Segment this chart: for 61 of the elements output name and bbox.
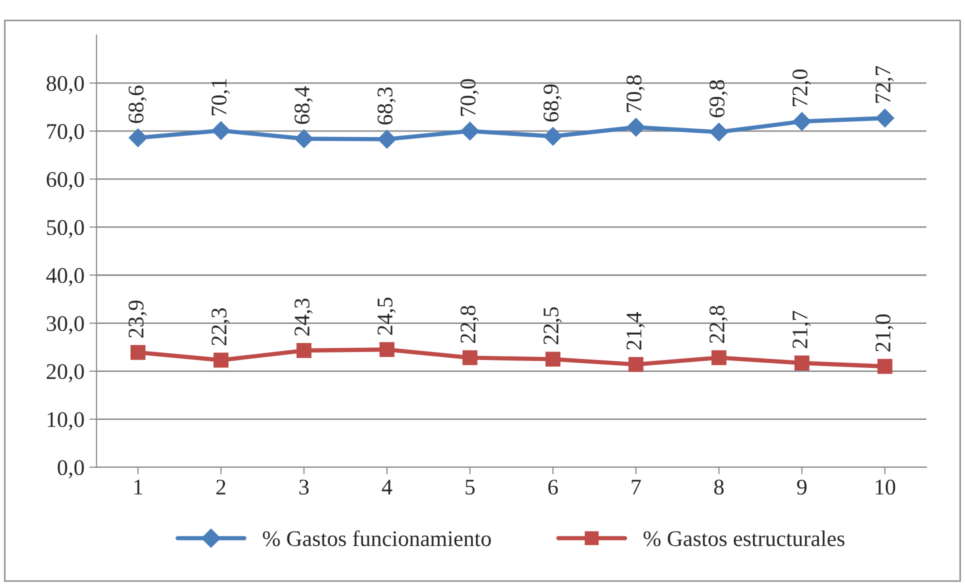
point (711, 350, 726, 366)
data-label: 68,6 (128, 86, 147, 123)
data-label: 70,1 (212, 79, 230, 116)
data-label: 68,4 (294, 86, 313, 124)
point (214, 352, 228, 368)
data-label: 68,3 (378, 87, 396, 124)
x-tick-label: 2 (216, 480, 226, 494)
data-label: 72,0 (792, 70, 811, 106)
point (876, 108, 894, 128)
data-label: 22,5 (544, 307, 562, 344)
x-tick-label: 1 (134, 480, 142, 494)
x-tick-label: 3 (299, 480, 309, 495)
point (710, 122, 728, 142)
data-label: 21,4 (626, 312, 645, 350)
y-tick-label: 80,0 (46, 76, 84, 94)
x-tick-label: 8 (714, 480, 724, 495)
x-tick-label: 4 (382, 480, 392, 494)
point (296, 343, 312, 358)
point (380, 342, 394, 358)
data-label: 22,3 (212, 308, 230, 346)
point (460, 122, 480, 140)
point (544, 127, 562, 146)
data-label: 21,7 (792, 310, 811, 348)
x-tick-label: 6 (548, 480, 558, 495)
data-label: 23,9 (128, 300, 147, 338)
data-label: 68,9 (544, 84, 562, 122)
y-tick-label: 10,0 (48, 412, 84, 430)
point (626, 118, 646, 137)
legend-label: % Gastos estructurales (644, 530, 844, 546)
y-tick-label: 30,0 (46, 316, 84, 334)
y-tick-label: 50,0 (47, 220, 84, 238)
point (794, 356, 810, 370)
x-tick-label: 7 (632, 480, 641, 494)
y-tick-label: 70,0 (47, 124, 84, 142)
data-label: 70,8 (626, 75, 645, 112)
data-label: 24,5 (378, 298, 396, 335)
data-label: 72,7 (876, 66, 894, 103)
point (378, 130, 396, 149)
legend-label: % Gastos funcionamiento (262, 530, 491, 546)
point (462, 350, 478, 366)
x-tick-label: 10 (876, 480, 896, 495)
data-label: 22,8 (709, 306, 728, 343)
x-tick-label: 9 (797, 480, 807, 495)
point (294, 129, 314, 148)
y-tick-label: 40,0 (46, 268, 84, 286)
point (130, 344, 146, 360)
y-tick-label: 0,0 (58, 460, 84, 478)
data-label: 70,0 (460, 79, 479, 116)
point (128, 128, 148, 148)
data-label: 24,3 (294, 298, 313, 336)
point (212, 121, 230, 140)
point (628, 356, 644, 372)
data-label: 22,8 (460, 306, 479, 343)
data-label: 69,8 (709, 80, 728, 118)
y-tick-label: 60,0 (46, 172, 84, 190)
point (792, 112, 812, 131)
point (877, 358, 892, 374)
y-tick-label: 20,0 (46, 364, 84, 382)
point (545, 352, 560, 367)
data-label: 21,0 (875, 314, 894, 352)
x-tick-label: 5 (466, 480, 475, 495)
